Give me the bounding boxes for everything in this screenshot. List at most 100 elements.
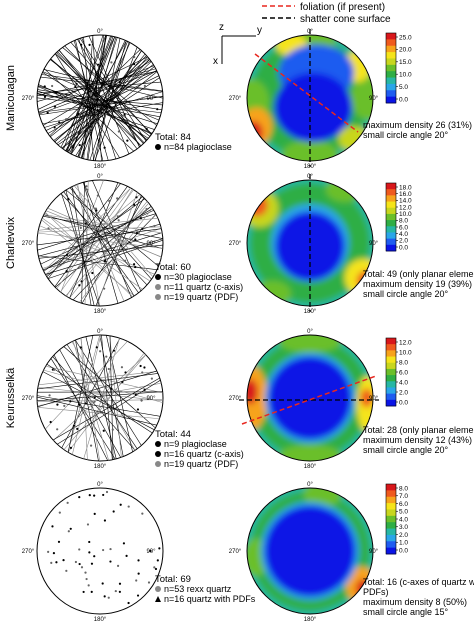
legend: foliation (if present) shatter cone surf… bbox=[262, 2, 391, 25]
left-stereonet-3: 0° 90° 180° 270° bbox=[22, 482, 164, 623]
great-circle-trace bbox=[42, 371, 155, 431]
pole-point bbox=[112, 510, 115, 513]
colorbar-swatch bbox=[386, 399, 396, 407]
compass-e: 90° bbox=[369, 96, 379, 102]
pole-point bbox=[53, 368, 56, 371]
pole-point bbox=[158, 547, 161, 550]
pole-point bbox=[84, 402, 88, 405]
pole-point bbox=[137, 231, 140, 234]
total-label-3: Total: 69 bbox=[155, 574, 191, 585]
colorbar-swatch bbox=[386, 356, 396, 364]
great-circle-trace bbox=[85, 336, 117, 459]
pole-point bbox=[143, 84, 146, 87]
pole-point bbox=[145, 127, 148, 131]
pole-point bbox=[141, 227, 144, 230]
pole-point bbox=[105, 490, 109, 494]
pole-point bbox=[102, 429, 105, 432]
compass-s: 180° bbox=[94, 617, 107, 623]
left-stereonet-2: 0° 90° 180° 270° bbox=[22, 329, 164, 470]
pole-point bbox=[137, 572, 140, 575]
colorbar-1: 18.016.014.012.010.08.06.04.02.00.0 bbox=[385, 182, 412, 252]
pole-point bbox=[139, 364, 142, 368]
great-circle-trace bbox=[37, 370, 157, 408]
colorbar-swatch bbox=[386, 528, 396, 536]
axis-glyph: z y x bbox=[213, 22, 262, 67]
compass-n: 0° bbox=[307, 29, 313, 35]
density-text-0-1: small circle angle 20° bbox=[363, 130, 449, 140]
pole-point bbox=[74, 560, 77, 564]
right-compass-3: 0° 90° 180° 270° bbox=[229, 482, 379, 623]
density-text-2-0: Total: 28 (only planar elements) bbox=[363, 425, 474, 435]
colorbar-swatch bbox=[386, 189, 396, 196]
pole-point bbox=[95, 116, 98, 119]
colorbar-swatch bbox=[386, 207, 396, 215]
great-circle-trace bbox=[37, 213, 156, 251]
great-circle-trace bbox=[43, 60, 152, 126]
colorbar-tick-3-8: 0.0 bbox=[399, 547, 408, 554]
density-plot-1: 0° 90° 180° 270° bbox=[229, 174, 379, 315]
great-circle-trace bbox=[69, 187, 152, 280]
colorbar-swatch bbox=[386, 90, 396, 98]
pole-point bbox=[93, 555, 96, 558]
pole-point bbox=[63, 404, 66, 407]
colorbar-swatch bbox=[386, 232, 396, 240]
colorbar-swatch bbox=[386, 393, 396, 401]
great-circle-trace bbox=[43, 198, 145, 272]
great-circle-trace bbox=[66, 35, 111, 152]
great-circle-trace bbox=[37, 90, 155, 130]
pole-point bbox=[47, 550, 50, 554]
great-circle-trace bbox=[72, 340, 109, 461]
compass-w: 270° bbox=[22, 549, 35, 555]
great-circle-trace bbox=[81, 35, 107, 159]
colorbar-tick-1-1: 16.0 bbox=[399, 191, 412, 198]
pole-point bbox=[80, 280, 83, 283]
pole-point bbox=[154, 567, 158, 571]
colorbar-swatch bbox=[386, 381, 396, 388]
pole-point bbox=[127, 505, 130, 508]
great-circle-trace bbox=[72, 334, 102, 455]
great-circle-trace bbox=[95, 38, 121, 161]
great-circle-trace bbox=[63, 35, 107, 150]
compass-s: 180° bbox=[304, 164, 317, 170]
pole-point bbox=[147, 581, 151, 584]
pole-point bbox=[126, 139, 129, 142]
great-circle-trace bbox=[76, 184, 125, 302]
pole-point bbox=[103, 146, 106, 149]
compass-n: 0° bbox=[307, 174, 313, 180]
pole-point bbox=[122, 542, 126, 545]
compass-n: 0° bbox=[97, 482, 103, 488]
colorbar-tick-1-6: 6.0 bbox=[399, 224, 408, 231]
pole-point bbox=[76, 427, 79, 430]
great-circle-trace bbox=[81, 41, 128, 159]
density-plot-3: 0° 90° 180° 270° bbox=[229, 482, 379, 623]
pole-point bbox=[133, 203, 136, 206]
great-circle-trace bbox=[53, 354, 108, 461]
pole-point bbox=[53, 105, 57, 108]
great-circle-trace bbox=[50, 58, 142, 147]
colorbar-tick-1-8: 2.0 bbox=[399, 238, 408, 245]
colorbar-tick-3-0: 8.0 bbox=[399, 485, 408, 492]
pole-point bbox=[107, 92, 110, 95]
pole-point bbox=[116, 197, 119, 200]
colorbar-tick-0-3: 10.0 bbox=[399, 72, 412, 79]
colorbar-tick-1-7: 4.0 bbox=[399, 231, 408, 238]
colorbar-tick-1-2: 14.0 bbox=[399, 198, 412, 205]
colorbar-swatch bbox=[386, 484, 396, 491]
compass-e: 90° bbox=[146, 241, 156, 247]
black-circle-icon bbox=[155, 274, 161, 280]
compass-n: 0° bbox=[307, 329, 313, 335]
left-compass-3: 0° 90° 180° 270° bbox=[22, 482, 156, 623]
pole-point bbox=[125, 554, 128, 558]
pole-point bbox=[87, 584, 90, 587]
pole-point bbox=[65, 118, 68, 121]
pole-point bbox=[105, 239, 108, 242]
pole-point bbox=[43, 85, 46, 88]
pole-point bbox=[72, 146, 75, 149]
pole-point bbox=[89, 444, 93, 447]
pole-point bbox=[89, 85, 92, 88]
colorbar-tick-1-9: 0.0 bbox=[399, 244, 408, 251]
colorbar-tick-3-4: 4.0 bbox=[399, 516, 408, 523]
pole-point bbox=[78, 403, 81, 406]
pole-point bbox=[51, 84, 54, 88]
compass-s: 180° bbox=[304, 309, 317, 315]
